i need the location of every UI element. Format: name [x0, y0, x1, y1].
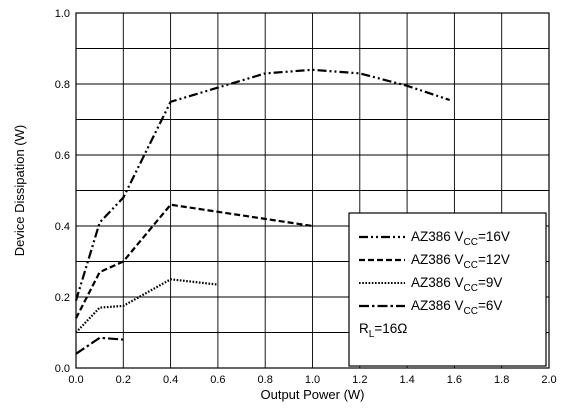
- x-tick-label: 1.0: [305, 374, 320, 386]
- legend-label: AZ386 VCC=9V: [411, 275, 502, 294]
- y-tick-label: 0.6: [55, 150, 70, 162]
- annotation-sub: L: [369, 329, 375, 340]
- legend-label-main: AZ386 V: [411, 252, 464, 267]
- legend-label-suffix: =12V: [478, 252, 510, 267]
- legend-label-main: AZ386 V: [411, 298, 464, 313]
- legend-label-suffix: =16V: [478, 229, 510, 244]
- legend-box: [348, 212, 547, 367]
- series-line-0: [74, 68, 451, 301]
- legend-label: AZ386 VCC=16V: [411, 229, 510, 248]
- x-tick-label: 0.4: [163, 374, 178, 386]
- legend-label: AZ386 VCC=6V: [411, 298, 502, 317]
- load-resistance-annotation: RL=16Ω: [359, 321, 407, 340]
- y-tick-label: 0.2: [55, 292, 70, 304]
- y-tick-label: 0.4: [55, 221, 70, 233]
- series-lines: [74, 68, 451, 355]
- legend-label-suffix: =6V: [478, 298, 502, 313]
- x-tick-label: 1.8: [494, 374, 509, 386]
- x-tick-label: 0.8: [258, 374, 273, 386]
- series-line-2: [75, 278, 219, 334]
- series-line-1: [75, 203, 313, 319]
- y-tick-label: 0.0: [55, 363, 70, 375]
- plot-frame: [75, 12, 550, 369]
- annotation-suffix: =16Ω: [374, 321, 407, 336]
- legend-label-sub: CC: [464, 306, 478, 317]
- x-tick-label: 1.2: [352, 374, 367, 386]
- x-tick-label: 2.0: [541, 374, 556, 386]
- y-tick-label: 1.0: [55, 8, 70, 20]
- x-tick-label: 0.6: [210, 374, 225, 386]
- x-tick-label: 0.2: [116, 374, 131, 386]
- tick-labels: 0.0 0.2 0.4 0.6 0.8 1.0 1.2 1.4 1.6 1.8 2.0 0.0 0.2 0…: [55, 8, 557, 386]
- legend-label: AZ386 VCC=12V: [411, 252, 510, 271]
- y-axis-label: Device Dissipation (W): [12, 125, 27, 256]
- x-tick-label: 1.4: [399, 374, 414, 386]
- series-line-3: [75, 336, 124, 355]
- x-axis-label: Output Power (W): [260, 387, 364, 402]
- legend-label-main: AZ386 V: [411, 275, 464, 290]
- legend-label-sub: CC: [464, 237, 478, 248]
- x-tick-label: 0.0: [68, 374, 83, 386]
- annotation-main: R: [359, 321, 369, 336]
- y-tick-label: 0.8: [55, 79, 70, 91]
- legend-label-main: AZ386 V: [411, 229, 464, 244]
- legend-label-sub: CC: [464, 260, 478, 271]
- legend-label-sub: CC: [464, 283, 478, 294]
- legend-label-suffix: =9V: [478, 275, 502, 290]
- x-tick-label: 1.6: [447, 374, 462, 386]
